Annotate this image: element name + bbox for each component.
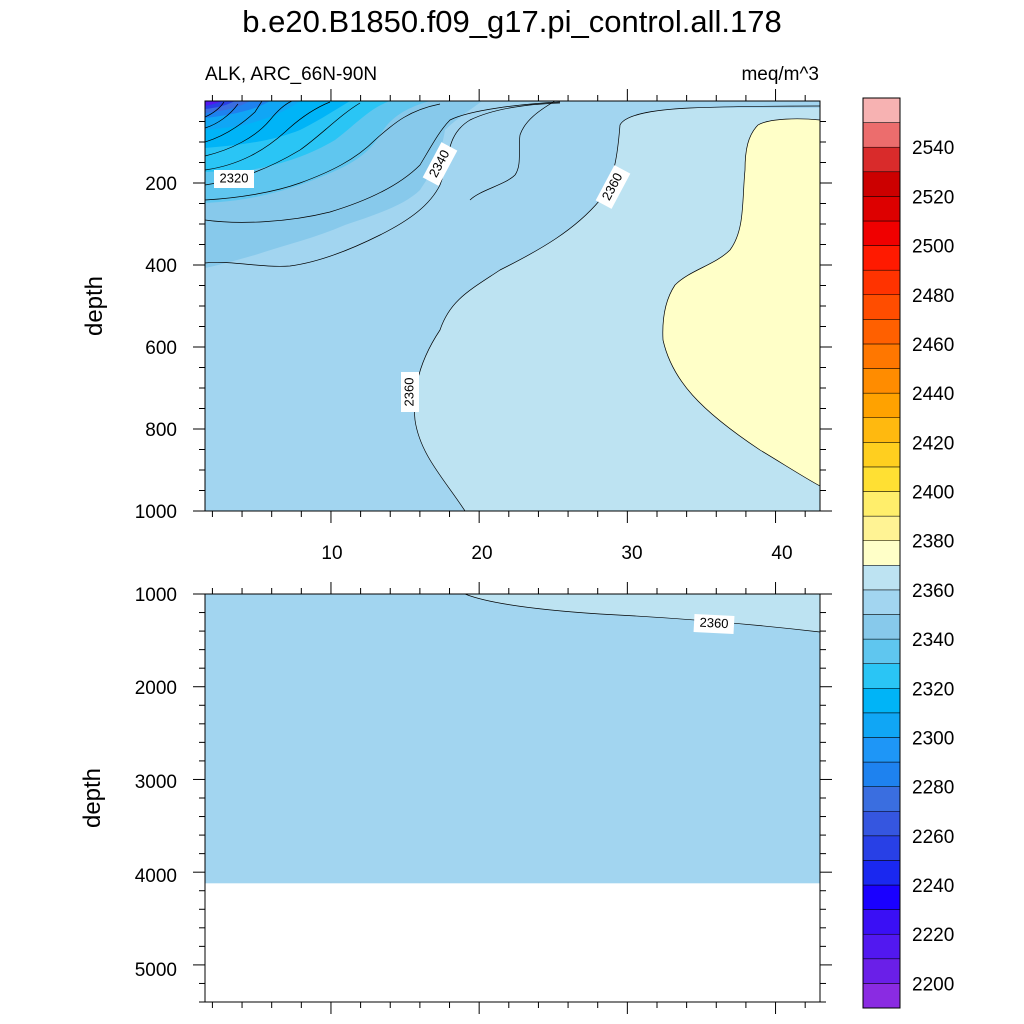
upper-panel — [205, 101, 820, 511]
upper-ytick-label: 600 — [145, 338, 177, 359]
lower-bathymetry-mask — [205, 883, 820, 1002]
colorbar-swatch — [862, 343, 901, 369]
colorbar-swatch — [862, 392, 901, 418]
colorbar-swatch — [862, 442, 901, 468]
colorbar-label: 2440 — [912, 384, 954, 405]
colorbar-swatch — [862, 515, 901, 541]
colorbar-label: 2260 — [912, 827, 954, 848]
lower-contour-2360 — [464, 594, 820, 633]
upper-contour-lines — [205, 101, 820, 511]
upper-fill-2370 — [662, 118, 820, 487]
colorbar-label: 2400 — [912, 483, 954, 504]
contour-label-2360-upper-left: 2360 — [401, 378, 416, 407]
lower-panel — [205, 594, 820, 1002]
upper-ytick-label: 800 — [145, 420, 177, 441]
upper-ytick-label: 200 — [145, 174, 177, 195]
colorbar-swatch — [862, 638, 901, 664]
colorbar-swatch — [862, 97, 901, 123]
colorbar-swatch — [862, 294, 901, 320]
xtick-label: 10 — [321, 543, 342, 564]
colorbar-swatch — [862, 884, 901, 910]
lower-contour-labels: 2360 — [693, 613, 735, 635]
colorbar-label: 2460 — [912, 335, 954, 356]
colorbar-swatch — [862, 171, 901, 197]
colorbar-label: 2340 — [912, 630, 954, 651]
colorbar-swatch — [862, 146, 901, 173]
colorbar-labels: 2200 2220 2240 2260 2280 2300 2320 2340 2360 2380… — [912, 138, 954, 995]
xtick-label: 30 — [621, 543, 642, 564]
colorbar-swatch — [862, 909, 901, 935]
colorbar-frame — [862, 97, 901, 1009]
colorbar-swatch — [862, 417, 901, 443]
colorbar-swatch — [862, 540, 901, 566]
colorbar-label: 2540 — [912, 138, 954, 159]
colorbar-label: 2500 — [912, 237, 954, 258]
lower-ytick-label: 5000 — [135, 960, 177, 981]
colorbar-label: 2380 — [912, 532, 954, 553]
xtick-label: 20 — [471, 543, 492, 564]
chart-title: b.e20.B1850.f09_g17.pi_control.all.178 — [242, 4, 782, 39]
colorbar-swatch — [862, 220, 901, 246]
colorbar-swatch — [862, 565, 901, 591]
colorbar-swatch — [862, 319, 901, 345]
colorbar-label: 2420 — [912, 433, 954, 454]
colorbar — [862, 97, 901, 1009]
colorbar-swatch — [862, 269, 901, 296]
colorbar-swatch — [862, 761, 901, 787]
colorbar-swatch — [862, 860, 901, 886]
lower-ytick-label: 4000 — [135, 866, 177, 887]
colorbar-label: 2220 — [912, 925, 954, 946]
lower-fill-2350 — [205, 594, 820, 886]
upper-fill-2220 — [205, 101, 222, 106]
colorbar-label: 2200 — [912, 974, 954, 995]
colorbar-label: 2520 — [912, 187, 954, 208]
contour-label-2320: 2320 — [220, 170, 249, 185]
colorbar-swatch — [862, 245, 901, 271]
lower-ytick-label: 1000 — [135, 585, 177, 606]
colorbar-label: 2280 — [912, 778, 954, 799]
colorbar-swatch — [862, 933, 901, 960]
colorbar-label: 2240 — [912, 876, 954, 897]
colorbar-swatch — [862, 688, 901, 714]
lower-axis-ticks — [193, 582, 832, 1014]
xtick-label: 40 — [771, 543, 792, 564]
upper-contour-labels: 2320 2340 2360 2360 — [214, 142, 631, 412]
colorbar-swatch — [862, 786, 901, 812]
colorbar-label: 2360 — [912, 581, 954, 602]
lower-ytick-label: 3000 — [135, 772, 177, 793]
colorbar-label: 2300 — [912, 728, 954, 749]
chart-units: meq/m^3 — [741, 64, 819, 85]
colorbar-swatch — [862, 122, 901, 148]
colorbar-swatch — [862, 196, 901, 222]
lower-ytick-label: 2000 — [135, 678, 177, 699]
lower-ylabel: depth — [79, 768, 106, 828]
colorbar-swatch — [862, 983, 901, 1009]
colorbar-label: 2480 — [912, 286, 954, 307]
colorbar-swatch — [862, 589, 901, 615]
contour-label-2360-lower: 2360 — [699, 615, 729, 631]
colorbar-label: 2320 — [912, 679, 954, 700]
colorbar-swatch — [862, 958, 901, 984]
colorbar-swatch — [862, 614, 901, 640]
upper-ylabel: depth — [81, 276, 108, 336]
chart-left-subtitle: ALK, ARC_66N-90N — [205, 64, 378, 85]
colorbar-swatch — [862, 663, 901, 689]
colorbar-swatch — [862, 466, 901, 492]
colorbar-swatch — [862, 712, 901, 738]
colorbar-swatch — [862, 810, 901, 837]
upper-ytick-label: 400 — [145, 256, 177, 277]
upper-axis-ticks — [193, 89, 832, 523]
colorbar-swatch — [862, 737, 901, 763]
colorbar-swatch — [862, 368, 901, 394]
upper-ytick-label: 1000 — [135, 502, 177, 523]
colorbar-swatch — [862, 835, 901, 861]
colorbar-swatch — [862, 491, 901, 517]
